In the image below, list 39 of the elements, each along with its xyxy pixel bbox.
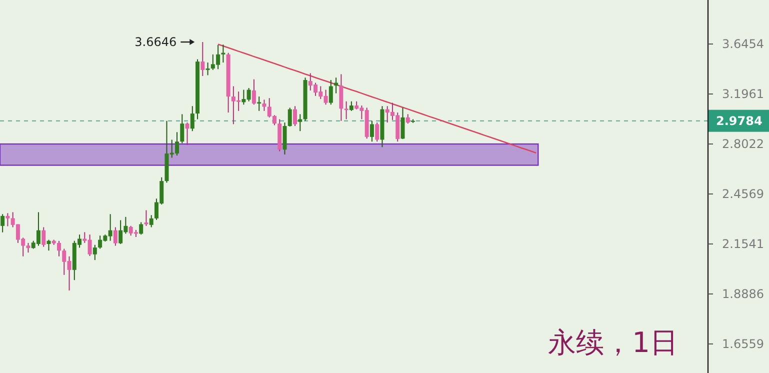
candlestick	[252, 78, 256, 106]
line-series	[217, 44, 537, 154]
candlestick	[349, 100, 354, 112]
candlestick	[339, 74, 344, 122]
candlestick	[262, 99, 266, 112]
candlestick	[92, 244, 97, 261]
candlestick	[190, 106, 194, 132]
text: 永续，1日	[548, 326, 678, 359]
candlestick	[0, 214, 5, 233]
candlestick	[370, 120, 374, 142]
candlestick	[221, 44, 226, 64]
candlestick	[293, 106, 297, 127]
candlestick	[113, 226, 118, 246]
candlestick	[200, 42, 205, 77]
candlestick	[298, 114, 302, 132]
candlestick	[288, 107, 292, 128]
candlestick	[206, 62, 210, 76]
annotation: 3.6646	[134, 35, 177, 50]
candlestick	[42, 226, 46, 248]
y-tick-label: 3.6454	[722, 37, 764, 52]
y-tick-label: 3.1961	[722, 87, 764, 102]
candlestick	[400, 107, 405, 140]
ref-line-label: 2.9784	[716, 114, 762, 128]
candlestick	[375, 122, 380, 142]
candlestick	[282, 122, 287, 155]
candlestick	[185, 122, 190, 146]
y-tick-label: 2.1541	[722, 236, 764, 251]
candlestick	[344, 100, 348, 120]
candlestick	[139, 222, 144, 236]
candlestick	[257, 96, 262, 112]
candlestick	[328, 80, 333, 106]
y-tick-label: 1.6559	[722, 336, 764, 351]
candlestick	[46, 239, 51, 252]
y-tick-label: 2.8022	[722, 137, 764, 151]
candlestick	[406, 114, 410, 124]
y-tick-label: 1.8886	[722, 286, 764, 301]
candlestick	[180, 114, 184, 144]
candlestick	[149, 214, 154, 228]
y-tick-label: 2.4569	[722, 186, 764, 201]
